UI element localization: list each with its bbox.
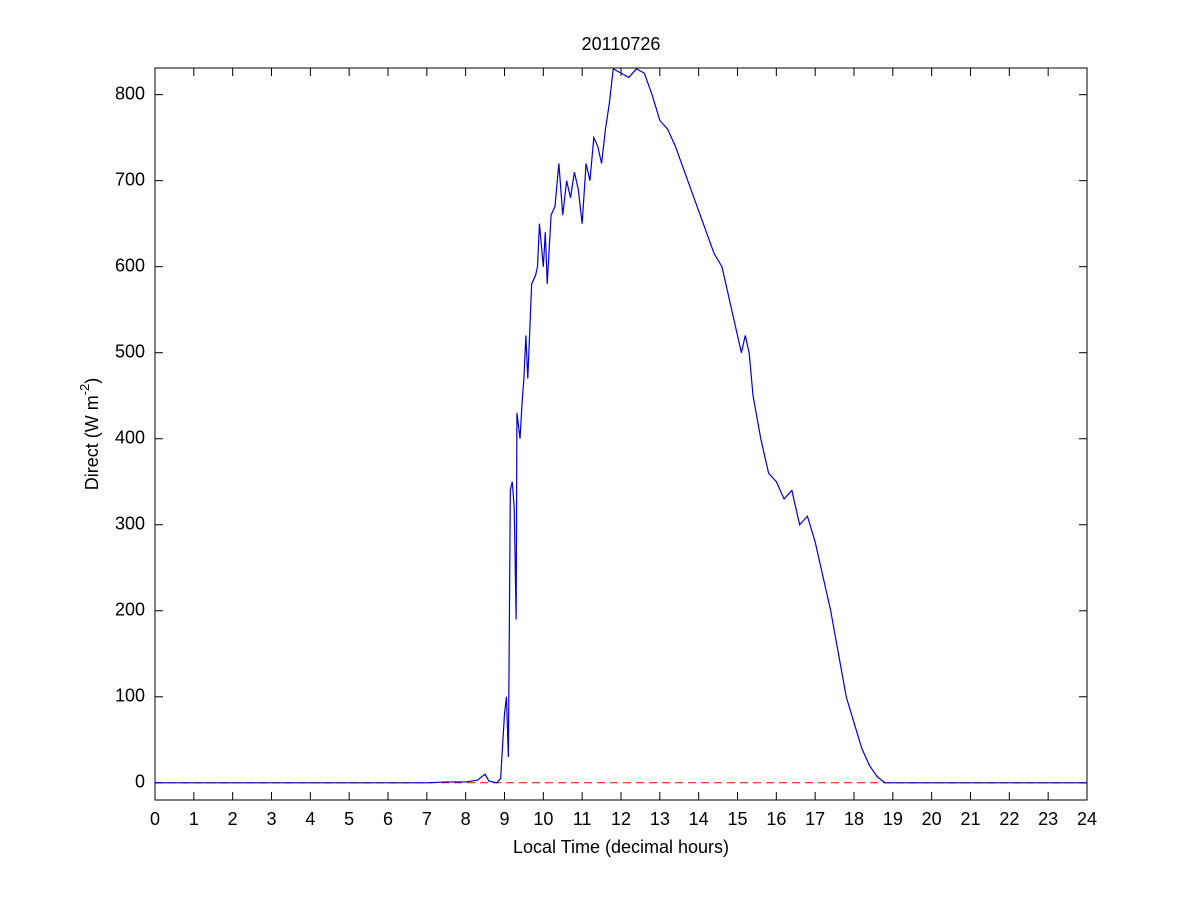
x-tick-label: 16	[766, 809, 786, 829]
x-tick-label: 9	[499, 809, 509, 829]
x-tick-label: 17	[805, 809, 825, 829]
x-tick-label: 15	[727, 809, 747, 829]
y-label-superscript: -2	[77, 384, 92, 396]
y-tick-label: 600	[115, 255, 145, 275]
x-tick-label: 3	[266, 809, 276, 829]
x-tick-label: 11	[573, 809, 592, 829]
y-tick-label: 700	[115, 169, 145, 189]
x-tick-label: 23	[1038, 809, 1058, 829]
y-label-suffix: )	[82, 378, 102, 384]
y-tick-label: 200	[115, 600, 145, 620]
data-line	[155, 67, 1087, 784]
y-tick-label: 100	[115, 686, 145, 706]
x-tick-label: 13	[650, 809, 670, 829]
x-axis-label: Local Time (decimal hours)	[513, 837, 729, 857]
x-tick-label: 21	[960, 809, 980, 829]
x-tick-label: 10	[533, 809, 553, 829]
x-tick-label: 12	[611, 809, 631, 829]
x-tick-label: 22	[999, 809, 1019, 829]
y-tick-label: 0	[135, 772, 145, 792]
y-tick-label: 300	[115, 513, 145, 533]
x-tick-label: 19	[883, 809, 903, 829]
plot-frame	[154, 67, 1088, 801]
x-tick-label: 7	[422, 809, 432, 829]
x-tick-label: 24	[1077, 809, 1097, 829]
x-tick-label: 5	[344, 809, 354, 829]
y-tick-label: 400	[115, 427, 145, 447]
x-tick-label: 6	[383, 809, 393, 829]
x-tick-label: 2	[228, 809, 238, 829]
x-tick-label: 14	[689, 809, 709, 829]
x-tick-label: 20	[922, 809, 942, 829]
x-tick-label: 0	[150, 809, 160, 829]
x-tick-label: 4	[305, 809, 315, 829]
x-tick-label: 1	[189, 809, 199, 829]
y-tick-label: 500	[115, 341, 145, 361]
y-axis-label: Direct (W m-2)	[77, 378, 101, 491]
x-tick-label: 8	[461, 809, 471, 829]
chart-title: 20110726	[582, 34, 661, 54]
y-label-text: Direct (W m	[82, 395, 102, 490]
y-tick-label: 800	[115, 83, 145, 103]
x-tick-label: 18	[844, 809, 864, 829]
